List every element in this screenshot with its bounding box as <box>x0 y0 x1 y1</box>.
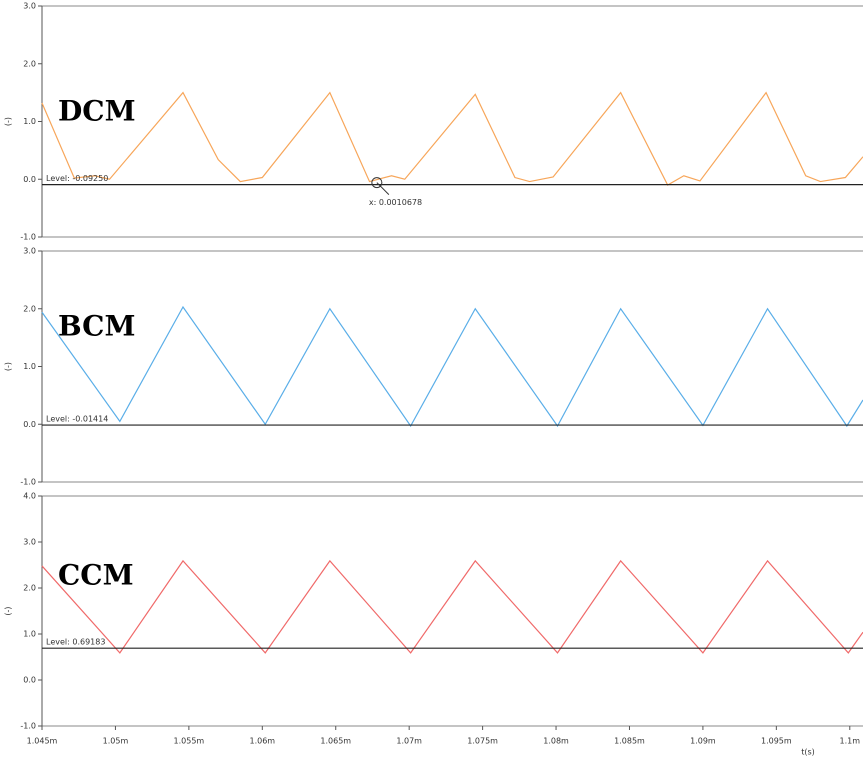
y-tick-label: 0.0 <box>23 676 36 685</box>
y-tick-label: 0.0 <box>23 420 36 429</box>
y-tick-label: 3.0 <box>23 247 36 256</box>
y-tick-label: -1.0 <box>20 722 36 731</box>
x-tick-label: 1.08m <box>543 737 569 746</box>
y-tick-label: 1.0 <box>23 630 36 639</box>
x-tick-label: 1.1m <box>840 737 861 746</box>
level-label: Level: -0.01414 <box>46 415 108 424</box>
x-tick-label: 1.07m <box>396 737 422 746</box>
y-tick-label: 3.0 <box>23 2 36 11</box>
x-tick-label: 1.05m <box>103 737 129 746</box>
x-tick-label: 1.06m <box>249 737 275 746</box>
x-tick-label: 1.065m <box>320 737 351 746</box>
y-tick-label: -1.0 <box>20 478 36 487</box>
y-axis-label: (-) <box>4 362 13 371</box>
x-tick-label: 1.075m <box>467 737 498 746</box>
panel-title: DCM <box>58 95 136 128</box>
x-tick-label: 1.045m <box>27 737 58 746</box>
panel-title: BCM <box>58 310 135 343</box>
x-axis-label: t(s) <box>801 748 815 757</box>
y-tick-label: 4.0 <box>23 492 36 501</box>
x-tick-label: 1.095m <box>761 737 792 746</box>
y-tick-label: 0.0 <box>23 175 36 184</box>
y-tick-label: -1.0 <box>20 233 36 242</box>
y-tick-label: 3.0 <box>23 538 36 547</box>
x-tick-label: 1.09m <box>690 737 716 746</box>
panel-title: CCM <box>58 559 134 592</box>
waveform <box>41 559 863 654</box>
y-axis-label: (-) <box>4 117 13 126</box>
x-tick-label: 1.085m <box>614 737 645 746</box>
y-tick-label: 2.0 <box>23 584 36 593</box>
y-tick-label: 1.0 <box>23 362 36 371</box>
cursor-label: x: 0.0010678 <box>369 198 422 207</box>
waveform <box>41 305 863 428</box>
y-tick-label: 1.0 <box>23 117 36 126</box>
level-label: Level: -0.09250 <box>46 174 108 183</box>
y-tick-label: 2.0 <box>23 59 36 68</box>
cursor-marker <box>371 177 383 189</box>
y-tick-label: 2.0 <box>23 304 36 313</box>
level-label: Level: 0.69183 <box>46 638 105 647</box>
cursor-pointer <box>376 182 390 195</box>
x-tick-label: 1.055m <box>174 737 205 746</box>
waveform <box>41 91 863 186</box>
y-axis-label: (-) <box>4 606 13 615</box>
